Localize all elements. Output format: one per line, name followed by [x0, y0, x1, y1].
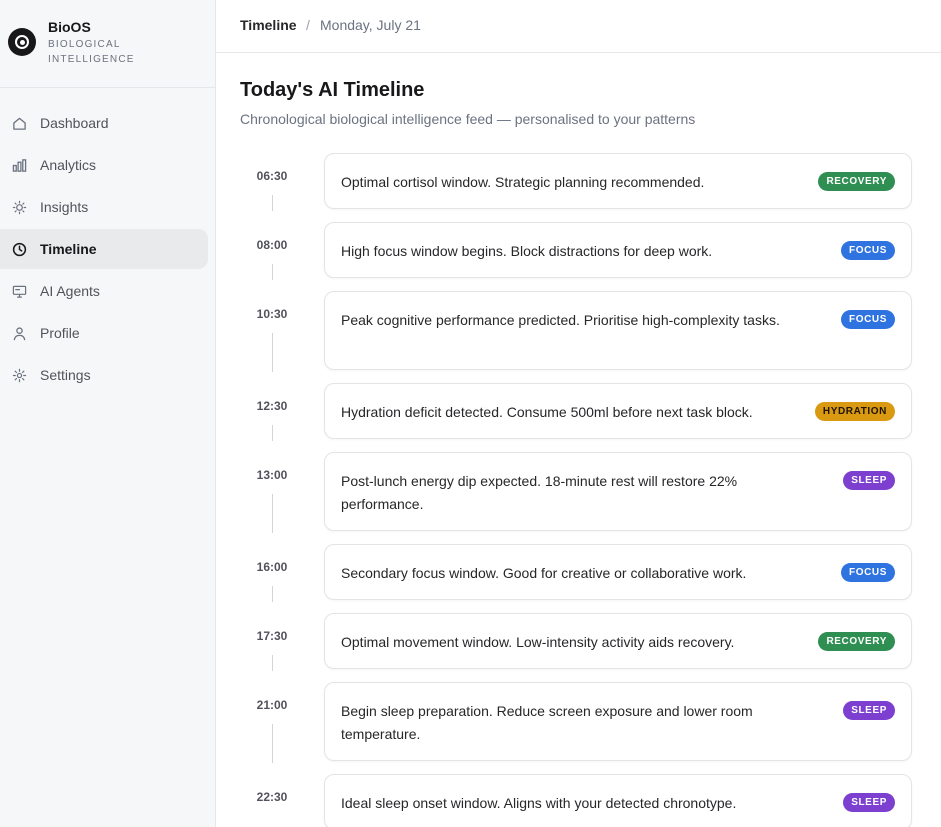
timeline-row: 17:30 Optimal movement window. Low-intens…	[240, 613, 912, 671]
timeline-card[interactable]: Optimal movement window. Low-intensity a…	[324, 613, 912, 669]
timeline-connector	[272, 724, 273, 763]
page-subtitle: Chronological biological intelligence fe…	[240, 111, 696, 127]
timeline-card-text: Ideal sleep onset window. Aligns with yo…	[341, 795, 737, 811]
category-badge: FOCUS	[841, 310, 895, 329]
bar-chart-icon	[12, 159, 27, 172]
category-badge: SLEEP	[843, 793, 895, 812]
timeline-time: 10:30	[256, 307, 288, 321]
breadcrumb-separator: /	[306, 17, 310, 33]
category-badge: SLEEP	[843, 701, 895, 720]
category-badge: RECOVERY	[818, 632, 895, 651]
sidebar-item-label: Analytics	[40, 157, 97, 173]
timeline-connector	[272, 264, 273, 280]
timeline-connector	[272, 655, 273, 671]
timeline-card[interactable]: Secondary focus window. Good for creativ…	[324, 544, 912, 600]
timeline-card[interactable]: Peak cognitive performance predicted. Pr…	[324, 291, 912, 370]
main-content: Timeline / Monday, July 21 Today's AI Ti…	[216, 0, 941, 827]
timeline-time: 22:30	[256, 790, 288, 804]
sidebar-item-label: Profile	[40, 325, 80, 341]
timeline-row: 13:00 Post-lunch energy dip expected. 18-…	[240, 452, 912, 533]
timeline-card[interactable]: Hydration deficit detected. Consume 500m…	[324, 383, 912, 439]
timeline-time: 06:30	[256, 169, 288, 183]
timeline-card-text: Begin sleep preparation. Reduce screen e…	[341, 703, 753, 742]
timeline-time: 13:00	[256, 468, 288, 482]
sidebar-item-analytics[interactable]: Analytics	[0, 145, 208, 185]
timeline-row: 22:30 Ideal sleep onset window. Aligns wi…	[240, 774, 912, 827]
timeline-time: 08:00	[256, 238, 288, 252]
breadcrumb-date: Monday, July 21	[320, 17, 421, 33]
sidebar-item-label: Settings	[40, 367, 91, 383]
page-title: Today's AI Timeline	[240, 79, 425, 101]
gear-icon	[12, 368, 27, 383]
category-badge: HYDRATION	[814, 402, 895, 421]
sidebar-nav: Dashboard Analytics Insights Timeline AI…	[0, 103, 216, 397]
timeline-card-text: Secondary focus window. Good for creativ…	[341, 565, 747, 581]
home-icon	[13, 117, 26, 130]
sidebar-item-label: Insights	[40, 199, 89, 215]
timeline-card-text: Optimal movement window. Low-intensity a…	[341, 634, 735, 650]
breadcrumb: Timeline / Monday, July 21	[216, 0, 941, 53]
timeline-row: 21:00 Begin sleep preparation. Reduce scr…	[240, 682, 912, 763]
category-badge: SLEEP	[843, 471, 895, 490]
category-badge: RECOVERY	[818, 172, 895, 191]
brand-name: BioOS	[48, 19, 91, 35]
timeline-row: 08:00 High focus window begins. Block dis…	[240, 222, 912, 280]
timeline-connector	[272, 586, 273, 602]
clock-icon	[12, 242, 27, 257]
sidebar-item-settings[interactable]: Settings	[0, 355, 208, 395]
timeline-card[interactable]: High focus window begins. Block distract…	[324, 222, 912, 278]
timeline-row: 12:30 Hydration deficit detected. Consume…	[240, 383, 912, 441]
sidebar-item-profile[interactable]: Profile	[0, 313, 208, 353]
timeline-card[interactable]: Post-lunch energy dip expected. 18-minut…	[324, 452, 912, 531]
brand-logo-icon	[8, 28, 36, 56]
timeline-connector	[272, 333, 273, 372]
timeline-row: 06:30 Optimal cortisol window. Strategic …	[240, 153, 912, 211]
timeline-time: 17:30	[256, 629, 288, 643]
timeline-time: 12:30	[256, 399, 288, 413]
sidebar: BioOS Biological Intelligence Dashboard …	[0, 0, 216, 827]
sidebar-item-insights[interactable]: Insights	[0, 187, 208, 227]
timeline-card-text: Peak cognitive performance predicted. Pr…	[341, 312, 780, 328]
sidebar-item-ai-agents[interactable]: AI Agents	[0, 271, 208, 311]
timeline-card-text: High focus window begins. Block distract…	[341, 243, 713, 259]
category-badge: FOCUS	[841, 563, 895, 582]
brand-header: BioOS Biological Intelligence	[0, 0, 215, 88]
user-icon	[13, 327, 26, 341]
timeline-card[interactable]: Ideal sleep onset window. Aligns with yo…	[324, 774, 912, 827]
lightbulb-icon	[12, 200, 27, 215]
timeline-card-text: Optimal cortisol window. Strategic plann…	[341, 174, 705, 190]
timeline-card-text: Post-lunch energy dip expected. 18-minut…	[341, 473, 738, 512]
sidebar-item-label: AI Agents	[40, 283, 100, 299]
sidebar-item-label: Dashboard	[40, 115, 109, 131]
timeline-row: 16:00 Secondary focus window. Good for cr…	[240, 544, 912, 602]
breadcrumb-section[interactable]: Timeline	[240, 17, 297, 33]
category-badge: FOCUS	[841, 241, 895, 260]
sidebar-item-dashboard[interactable]: Dashboard	[0, 103, 208, 143]
timeline-row: 10:30 Peak cognitive performance predicte…	[240, 291, 912, 372]
timeline-card[interactable]: Begin sleep preparation. Reduce screen e…	[324, 682, 912, 761]
timeline-card[interactable]: Optimal cortisol window. Strategic plann…	[324, 153, 912, 209]
sidebar-item-timeline[interactable]: Timeline	[0, 229, 208, 269]
timeline-connector	[272, 494, 273, 533]
sidebar-item-label: Timeline	[40, 241, 97, 257]
timeline-card-text: Hydration deficit detected. Consume 500m…	[341, 404, 753, 420]
timeline-connector	[272, 195, 273, 211]
monitor-icon	[12, 285, 27, 298]
timeline-time: 16:00	[256, 560, 288, 574]
timeline-time: 21:00	[256, 698, 288, 712]
brand-subtitle: Biological Intelligence	[48, 39, 135, 65]
timeline-connector	[272, 425, 273, 441]
